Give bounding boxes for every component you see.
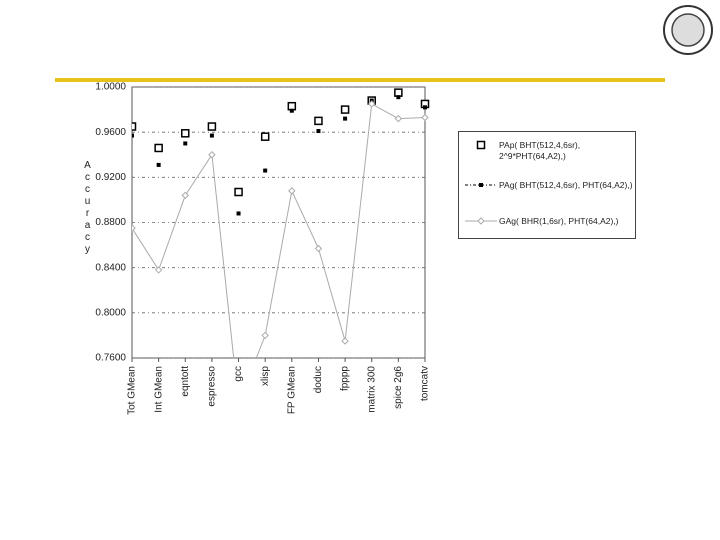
logo (663, 5, 713, 55)
point (289, 108, 294, 113)
point (183, 141, 188, 146)
x-tick-label: fpppp (340, 366, 351, 391)
y-tick-label: 0.9600 (95, 127, 126, 138)
point (234, 187, 243, 197)
point (341, 337, 349, 345)
x-tick-label: Tot GMean (127, 366, 138, 415)
x-tick-label: xlisp (260, 366, 271, 386)
point (343, 116, 348, 121)
x-tick-label: gcc (233, 366, 244, 382)
point (340, 105, 350, 114)
point (236, 211, 241, 216)
point (368, 100, 376, 108)
x-tick-label: Int GMean (153, 366, 164, 413)
point (209, 133, 214, 138)
point (316, 129, 321, 134)
x-tick-label: FP GMean (286, 366, 297, 414)
y-tick-label: 0.8000 (95, 307, 126, 318)
point (154, 266, 163, 274)
series-line (132, 103, 426, 358)
point (132, 133, 134, 138)
point (260, 132, 270, 141)
point (208, 151, 216, 159)
point (132, 224, 136, 232)
legend-entry: PAp( BHT(512,4,6sr), 2^9*PHT(64,A2),) (499, 140, 581, 161)
point (396, 95, 401, 100)
point (261, 331, 269, 340)
point (288, 187, 296, 195)
legend-entry: PAg( BHT(512,4,6sr), PHT(64,A2),) (499, 180, 633, 190)
point (263, 168, 268, 173)
point (423, 105, 427, 110)
y-tick-label: 1.0000 (95, 82, 126, 93)
x-tick-label: eqntott (180, 366, 191, 397)
x-tick-label: spice 2g6 (393, 366, 404, 409)
x-tick-label: espresso (207, 366, 218, 407)
legend: PAp( BHT(512,4,6sr), 2^9*PHT(64,A2),) PAg… (458, 131, 636, 239)
y-axis-label: Accuracy (82, 160, 93, 256)
y-tick-label: 0.8800 (95, 217, 126, 228)
x-tick-label: tomcatv (420, 366, 431, 401)
point (287, 101, 297, 111)
point (394, 114, 403, 123)
legend-marker (479, 183, 483, 187)
point (394, 88, 403, 97)
point (236, 400, 242, 406)
legend-swatch (476, 140, 486, 150)
y-tick-label: 0.9200 (95, 172, 126, 183)
point (156, 162, 161, 167)
point (132, 122, 137, 131)
legend-marker (476, 140, 486, 150)
x-tick-label: matrix 300 (366, 366, 377, 413)
point (421, 113, 429, 122)
point (314, 116, 323, 126)
legend-swatch (465, 183, 497, 187)
point (154, 143, 163, 153)
point (207, 122, 217, 131)
point (181, 191, 189, 200)
legend-marker (477, 217, 485, 225)
point (314, 244, 323, 253)
y-tick-label: 0.8400 (95, 262, 126, 273)
legend-entry: GAg( BHR(1,6sr), PHT(64,A2),) (499, 216, 619, 226)
plot-area (132, 88, 430, 406)
legend-swatch (465, 217, 497, 225)
x-tick-label: doduc (313, 366, 324, 393)
point (181, 129, 190, 138)
y-tick-label: 0.7600 (95, 353, 126, 364)
